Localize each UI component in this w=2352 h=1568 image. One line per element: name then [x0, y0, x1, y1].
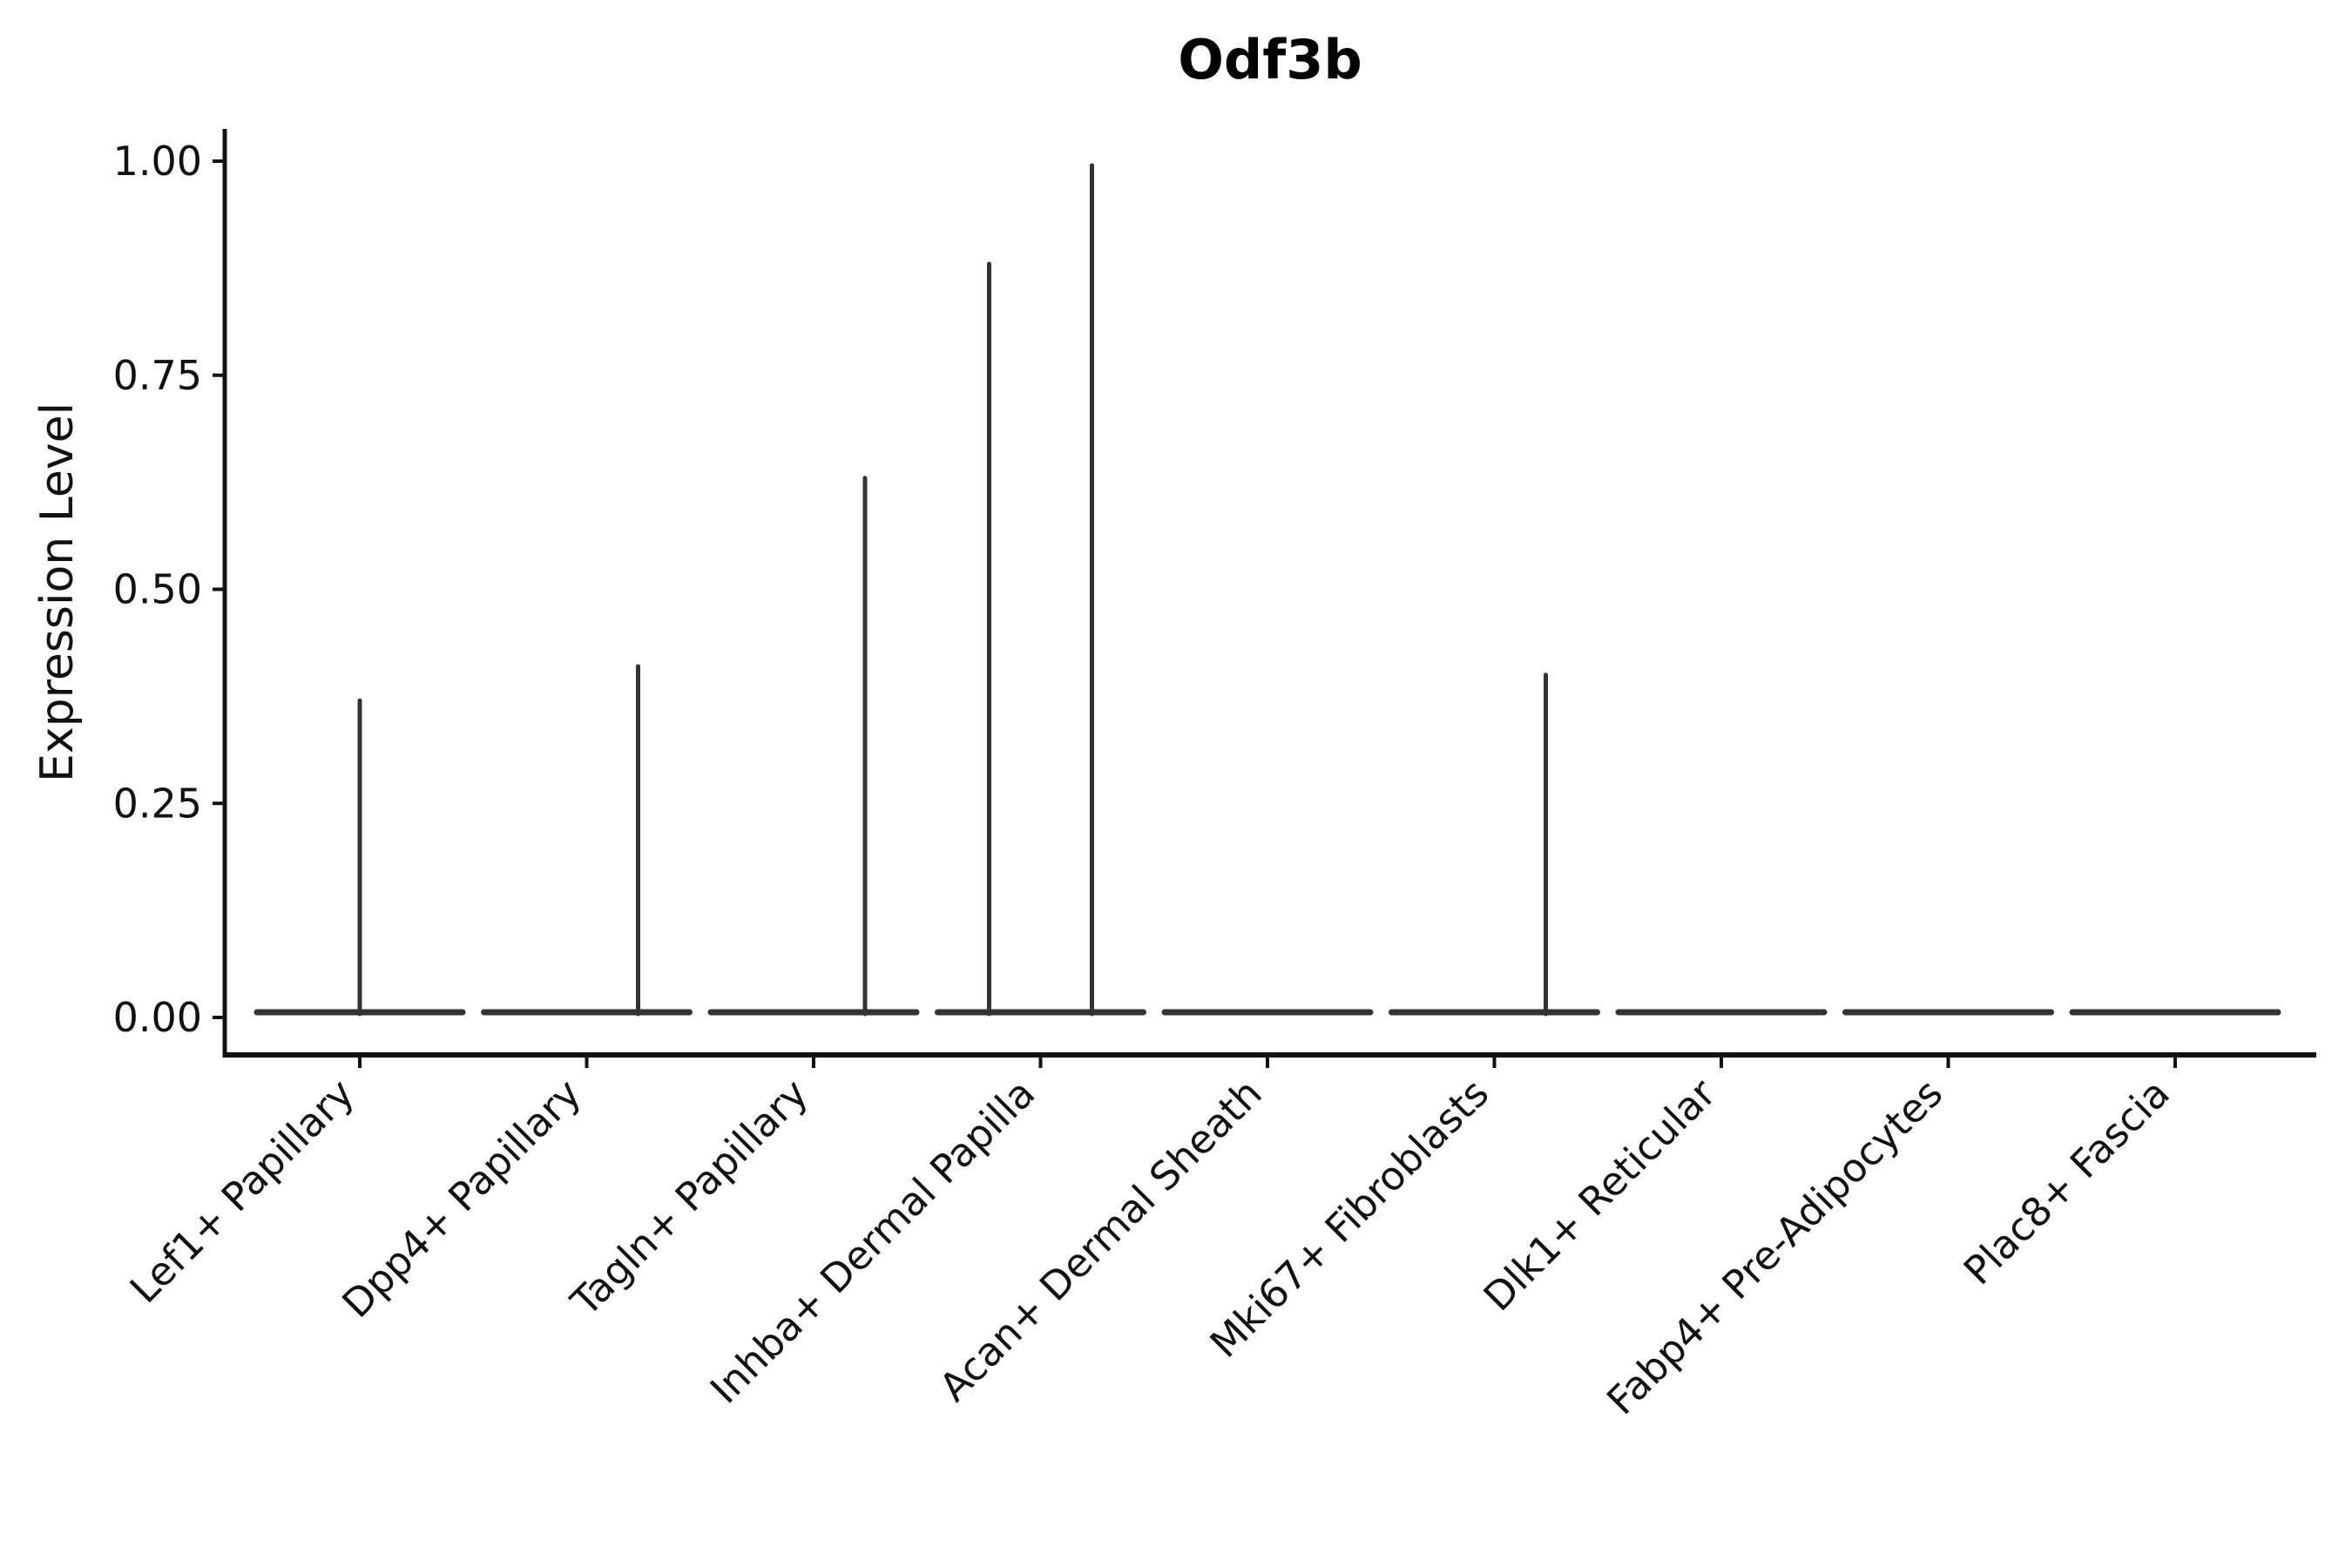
y-tick-label: 0.00 [113, 994, 202, 1041]
violins-layer [253, 163, 2281, 1017]
x-tick-label: Plac8+ Fascia [1955, 1070, 2179, 1294]
y-tick-label: 0.75 [113, 352, 202, 399]
y-tick-label: 1.00 [113, 138, 202, 185]
axes-layer [222, 129, 2316, 1058]
x-tick-label: Lef1+ Papillary [121, 1070, 363, 1312]
violin-2 [707, 476, 920, 1017]
y-tick-label: 0.50 [113, 566, 202, 613]
violin-5 [1389, 672, 1600, 1017]
violin-0 [253, 698, 466, 1017]
violin-3 [935, 163, 1146, 1017]
x-tick-label: Dlk1+ Reticular [1475, 1070, 1725, 1320]
chart-title: Odf3b [1178, 28, 1362, 91]
x-tick-label: Dpp4+ Papillary [333, 1070, 590, 1327]
y-axis-ticks: 1.00 0.75 0.50 0.25 0.00 [113, 138, 225, 1041]
x-tick-label: Tagln+ Papillary [562, 1070, 817, 1325]
violin-1 [481, 664, 693, 1017]
y-tick-label: 0.25 [113, 780, 202, 827]
